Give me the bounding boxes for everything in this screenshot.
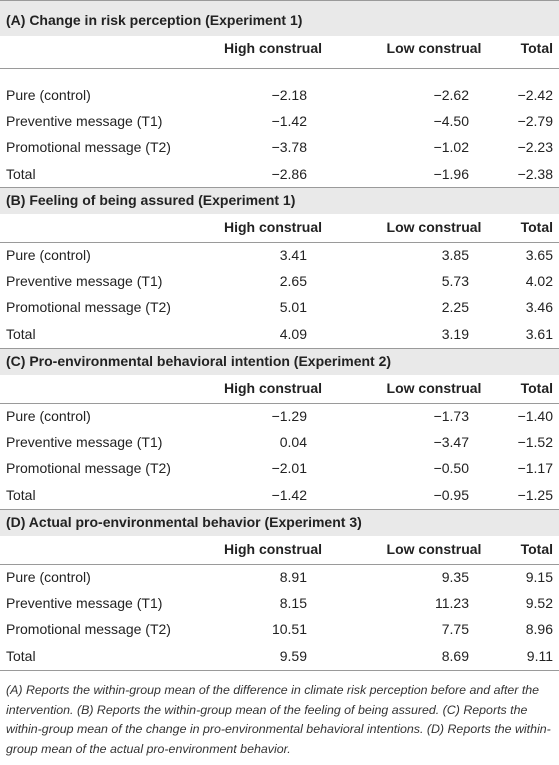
cell-value: 3.41	[279, 247, 307, 263]
cell-value: 0.04	[279, 434, 307, 451]
cell-value: 8.69	[441, 647, 469, 664]
cell-value: 9.52	[525, 595, 553, 612]
cell-value: −1.52	[517, 434, 553, 451]
header-rule	[0, 403, 559, 404]
section-rule	[0, 0, 559, 1]
cell-value: 2.65	[279, 273, 307, 290]
column-header: High construal	[223, 541, 322, 557]
row-label: Pure (control)	[6, 87, 91, 103]
row-label: Pure (control)	[6, 247, 91, 263]
cell-value: 9.15	[525, 569, 553, 585]
column-header: Total	[520, 380, 553, 396]
cell-value: −0.50	[433, 460, 469, 477]
cell-value: −1.96	[433, 165, 469, 182]
row-label: Preventive message (T1)	[6, 113, 163, 130]
footnote-rule	[0, 670, 559, 671]
cell-value: 8.91	[279, 569, 307, 585]
row-label: Total	[6, 647, 36, 664]
section-title: (C) Pro-environmental behavioral intenti…	[6, 353, 392, 369]
row-label: Total	[6, 165, 36, 182]
cell-value: −3.47	[433, 434, 469, 451]
cell-value: 9.35	[441, 569, 469, 585]
cell-value: −3.78	[271, 139, 307, 156]
cell-value: 3.65	[525, 247, 553, 263]
row-label: Promotional message (T2)	[6, 139, 171, 156]
section-rule	[0, 187, 559, 188]
row-label: Pure (control)	[6, 569, 91, 585]
row-label: Total	[6, 325, 36, 342]
cell-value: −2.18	[271, 87, 307, 103]
cell-value: −1.29	[271, 408, 307, 424]
cell-value: 4.02	[525, 273, 553, 290]
cell-value: 9.11	[526, 647, 553, 664]
cell-value: −1.17	[517, 460, 553, 477]
column-header: Total	[520, 40, 553, 56]
column-header: Low construal	[386, 219, 482, 235]
cell-value: −2.23	[517, 139, 553, 156]
footnote: (A) Reports the within-group mean of the…	[6, 683, 551, 756]
cell-value: −0.95	[433, 486, 469, 503]
column-header: High construal	[223, 40, 322, 56]
row-label: Promotional message (T2)	[6, 460, 171, 477]
row-label: Preventive message (T1)	[6, 434, 163, 451]
section-title: (D) Actual pro-environmental behavior (E…	[6, 514, 362, 530]
cell-value: −1.02	[433, 139, 469, 156]
column-header: High construal	[223, 380, 322, 396]
row-label: Promotional message (T2)	[6, 299, 171, 316]
cell-value: 5.01	[279, 299, 307, 316]
header-rule	[0, 242, 559, 243]
section-rule	[0, 348, 559, 349]
cell-value: 9.59	[279, 647, 307, 664]
column-header: Low construal	[386, 541, 482, 557]
column-header: Low construal	[386, 380, 482, 396]
column-header: Low construal	[386, 40, 482, 56]
column-header: Total	[520, 541, 553, 557]
cell-value: −1.42	[271, 113, 307, 130]
header-rule	[0, 564, 559, 565]
cell-value: 4.09	[279, 325, 307, 342]
column-header: High construal	[223, 219, 322, 235]
cell-value: −2.38	[517, 165, 553, 182]
cell-value: 3.19	[441, 325, 469, 342]
cell-value: 7.75	[441, 621, 469, 638]
cell-value: 5.73	[441, 273, 469, 290]
cell-value: −2.62	[433, 87, 469, 103]
cell-value: 11.23	[435, 595, 469, 612]
section-band	[0, 188, 559, 214]
cell-value: 8.96	[525, 621, 553, 638]
cell-value: −1.40	[517, 408, 553, 424]
cell-value: 3.61	[525, 325, 553, 342]
row-label: Preventive message (T1)	[6, 595, 163, 612]
cell-value: −4.50	[433, 113, 469, 130]
cell-value: −2.79	[517, 113, 553, 130]
row-label: Total	[6, 486, 36, 503]
row-label: Promotional message (T2)	[6, 621, 171, 638]
cell-value: −2.01	[271, 460, 307, 477]
cell-value: −1.73	[433, 408, 469, 424]
section-band	[0, 349, 559, 375]
column-header: Total	[520, 219, 553, 235]
cell-value: 8.15	[279, 595, 307, 612]
cell-value: 3.85	[441, 247, 469, 263]
cell-value: 10.51	[271, 621, 307, 638]
header-rule	[0, 68, 559, 69]
section-band	[0, 1, 559, 36]
section-rule	[0, 509, 559, 510]
cell-value: −1.42	[271, 486, 307, 503]
cell-value: −1.25	[517, 486, 553, 503]
row-label: Preventive message (T1)	[6, 273, 163, 290]
section-band	[0, 510, 559, 536]
section-title: (A) Change in risk perception (Experimen…	[6, 12, 303, 28]
cell-value: −2.42	[517, 87, 553, 103]
cell-value: −2.86	[271, 165, 307, 182]
row-label: Pure (control)	[6, 408, 91, 424]
cell-value: 2.25	[441, 299, 469, 316]
cell-value: 3.46	[525, 299, 553, 316]
section-title: (B) Feeling of being assured (Experiment…	[6, 192, 296, 208]
